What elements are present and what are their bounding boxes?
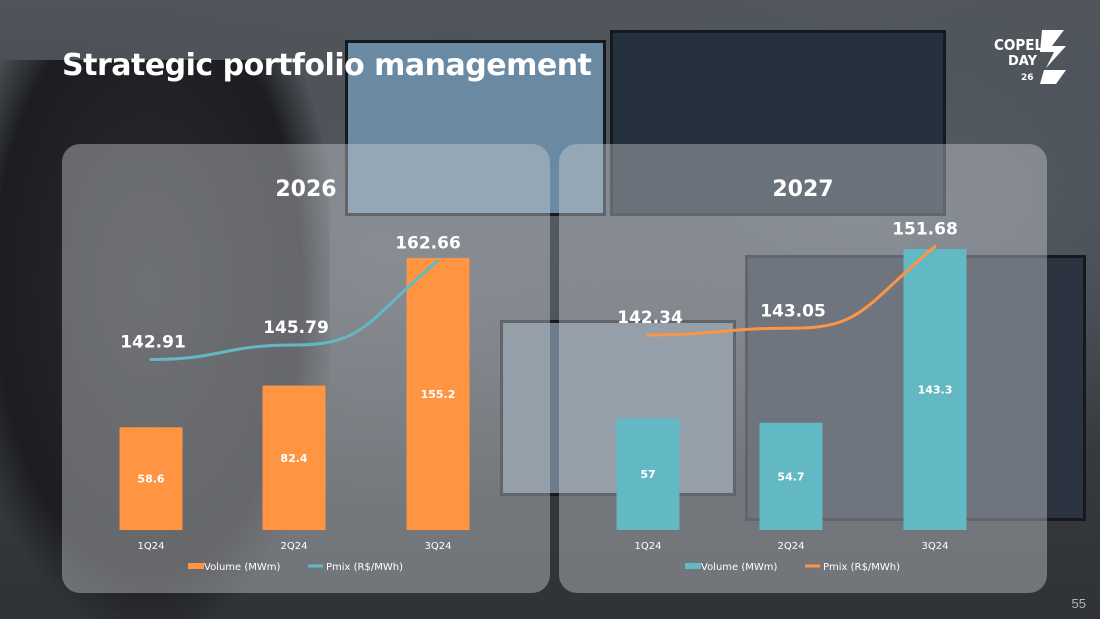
- chart-2026: 2026 58.6 82.4 155.2 1Q24 2Q24 3Q24 142.91 145.7…: [119, 177, 470, 573]
- background-monitor: [345, 40, 606, 216]
- line-data-label: 142.91: [120, 332, 186, 352]
- bar-data-label: 155.2: [421, 388, 456, 401]
- logo-text-26: 26: [1021, 73, 1034, 83]
- bar-volume: [903, 249, 967, 530]
- line-data-label: 143.05: [760, 301, 826, 321]
- line-data-label: 162.66: [395, 234, 461, 254]
- logo-text-day: DAY: [1008, 54, 1038, 69]
- chart-panel-2026: 2026 58.6 82.4 155.2 1Q24 2Q24 3Q24 142.91 145.7…: [62, 144, 550, 593]
- category-label: 1Q24: [635, 541, 662, 552]
- background-monitor: [610, 30, 946, 216]
- bar-volume: [119, 427, 183, 530]
- category-label: 2Q24: [778, 541, 805, 552]
- logo-block-icon: [1040, 70, 1066, 84]
- chart-2027: 2027 57 54.7 143.3 1Q24 2Q24 3Q24 142.34 143.05 1…: [616, 177, 967, 573]
- legend-label-volume: Volume (MWm): [701, 562, 778, 573]
- bar-data-label: 143.3: [918, 384, 953, 397]
- line-pmix: [646, 245, 937, 337]
- line-data-label: 142.34: [617, 308, 683, 328]
- legend-swatch-volume: [685, 563, 701, 569]
- line-data-label: 145.79: [263, 318, 329, 338]
- chart-title: 2026: [275, 177, 336, 202]
- category-label: 3Q24: [922, 541, 949, 552]
- bar-volume: [262, 385, 326, 530]
- logo-text-copel: COPEL: [994, 36, 1043, 54]
- line-data-label: 151.68: [892, 220, 958, 240]
- legend-label-volume: Volume (MWm): [204, 562, 281, 573]
- legend-label-pmix: Pmix (R$/MWh): [326, 562, 403, 573]
- bar-data-label: 57: [640, 468, 655, 481]
- bar-data-label: 54.7: [777, 470, 804, 483]
- bar-volume: [759, 422, 823, 530]
- bar-volume: [616, 418, 680, 530]
- category-label: 1Q24: [138, 541, 165, 552]
- legend-swatch-volume: [188, 563, 204, 569]
- line-pmix: [149, 259, 440, 361]
- category-label: 3Q24: [425, 541, 452, 552]
- copel-day-logo: COPEL DAY 26: [994, 30, 1066, 84]
- legend-label-pmix: Pmix (R$/MWh): [823, 562, 900, 573]
- lightning-bolt-icon: [1040, 30, 1066, 68]
- bar-volume: [406, 257, 470, 530]
- page-title: Strategic portfolio management: [62, 48, 592, 83]
- bar-data-label: 58.6: [137, 473, 164, 486]
- bar-data-label: 82.4: [280, 452, 307, 465]
- chart-title: 2027: [772, 177, 833, 202]
- page-number: 55: [1071, 596, 1086, 611]
- chart-panel-2027: 2027 57 54.7 143.3 1Q24 2Q24 3Q24 142.34 143.05 1…: [559, 144, 1047, 593]
- category-label: 2Q24: [281, 541, 308, 552]
